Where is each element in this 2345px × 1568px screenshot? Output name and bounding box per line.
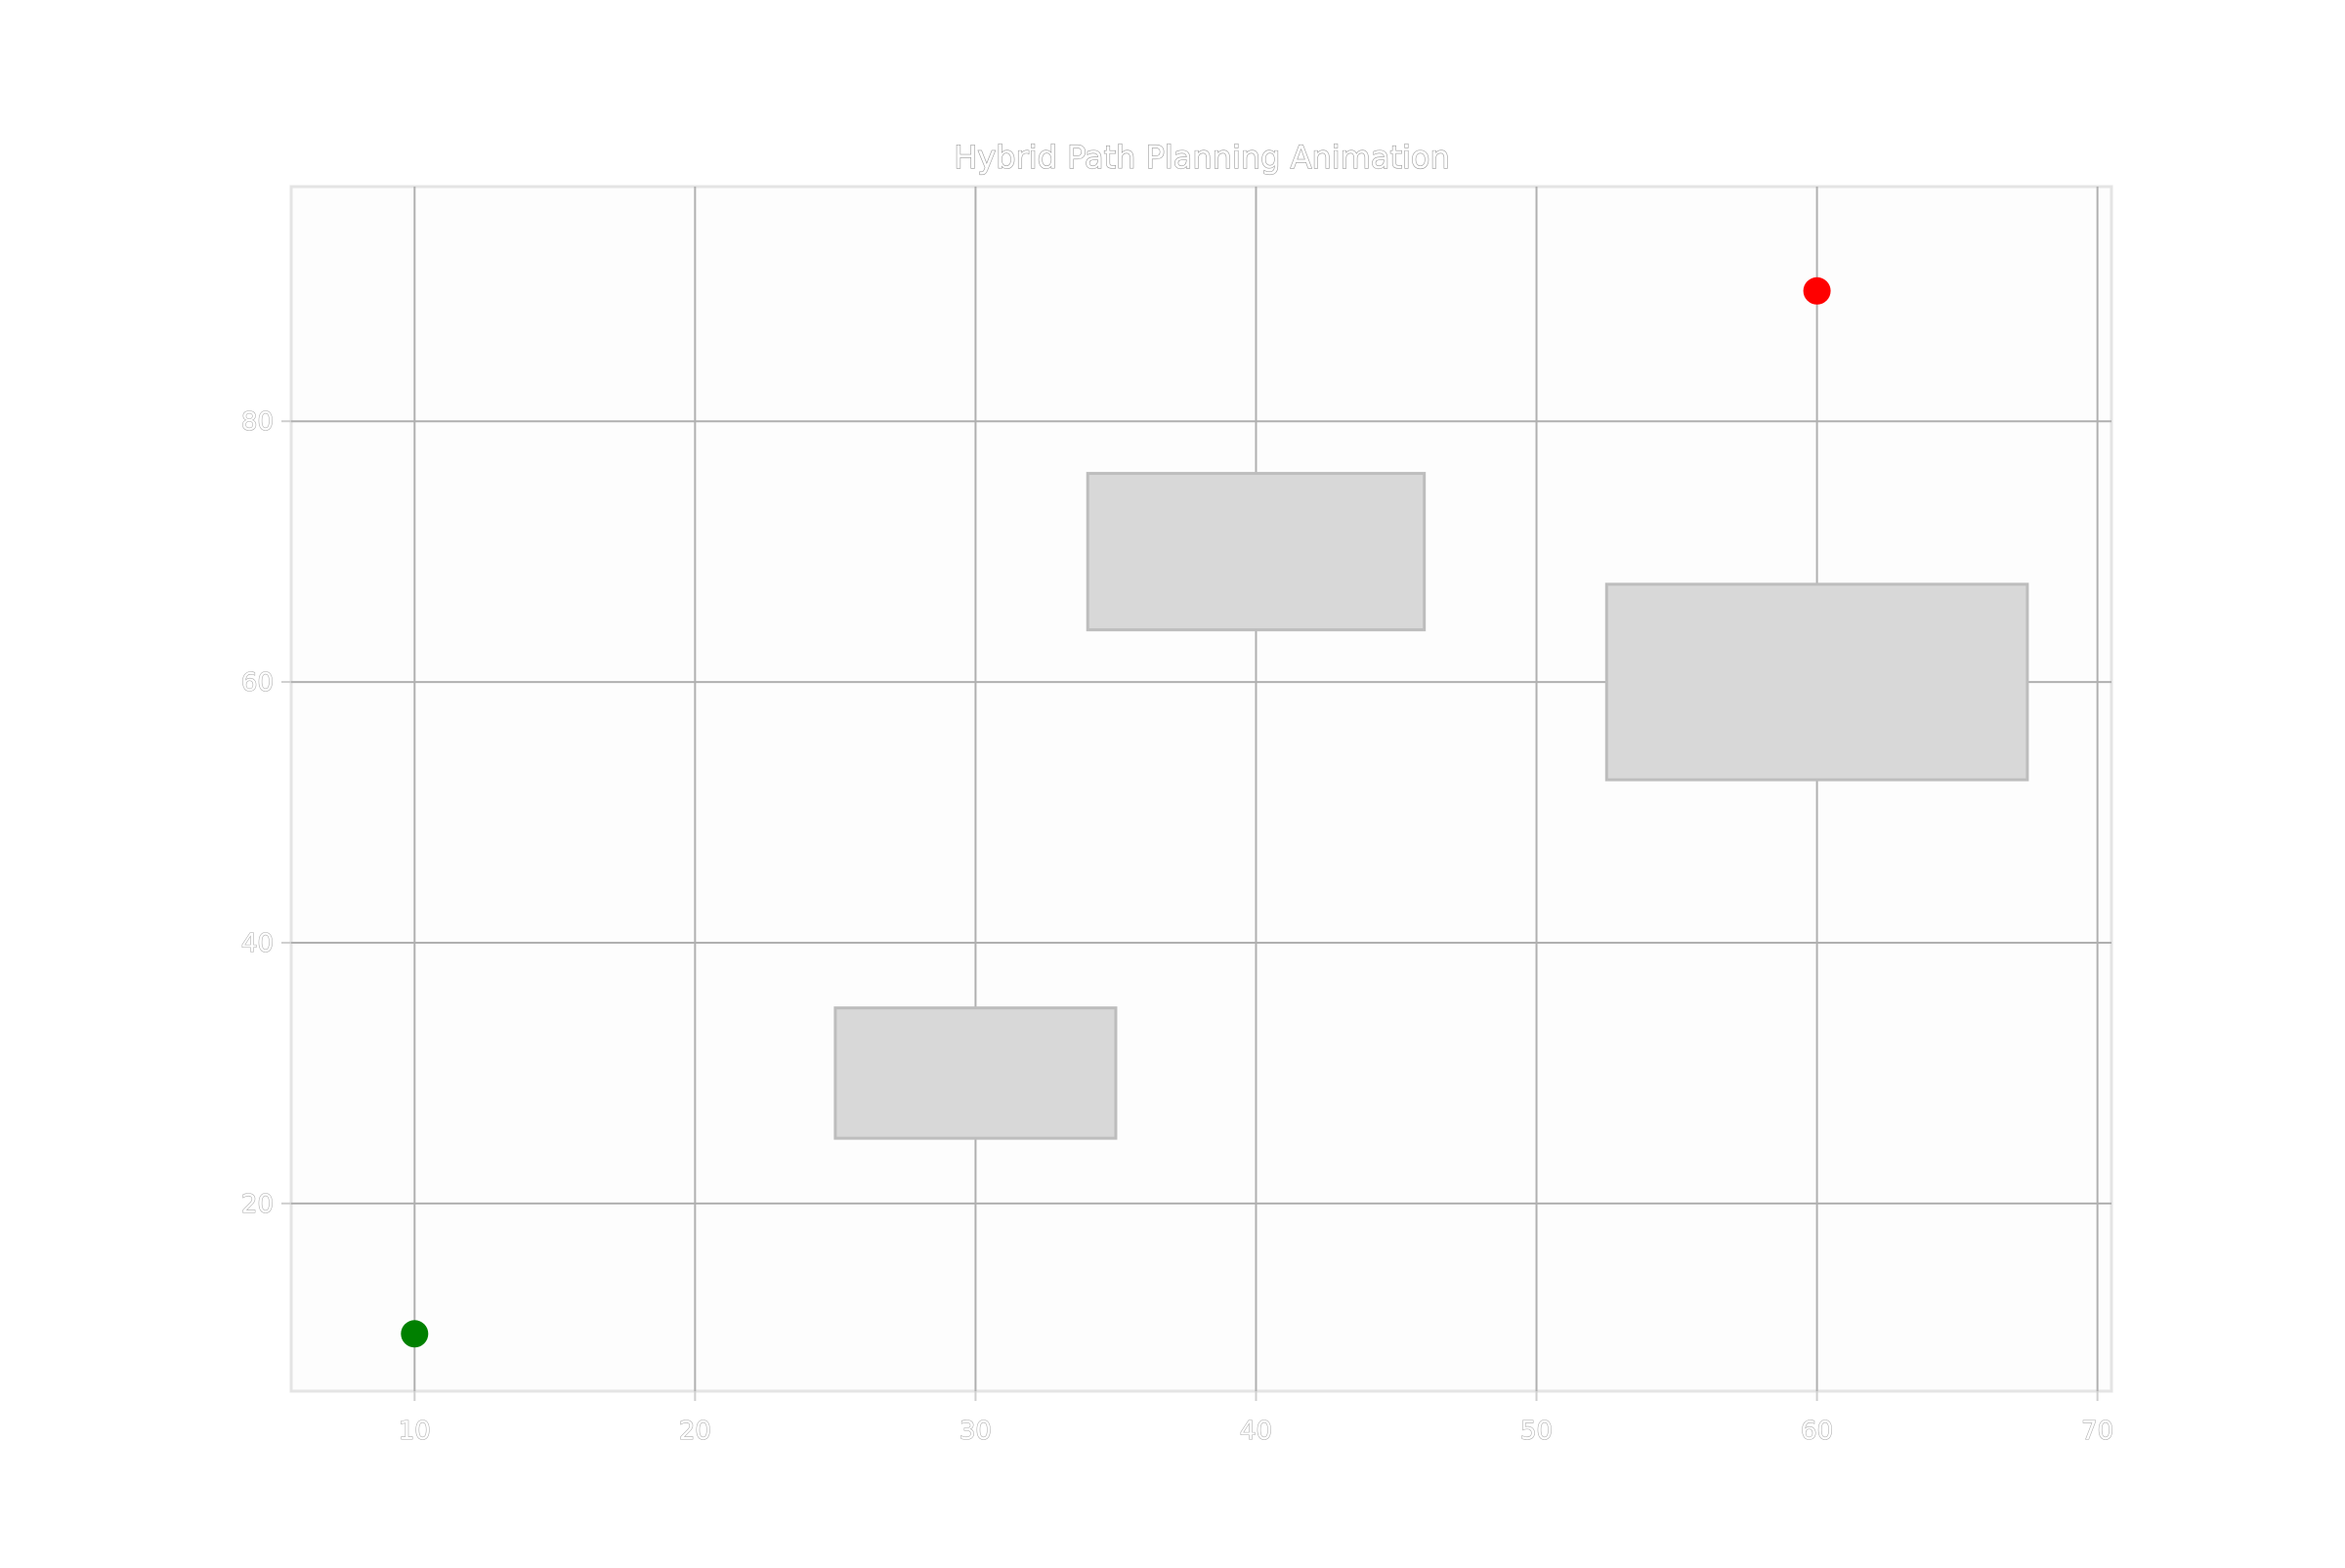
x-tick-label-30: 30 xyxy=(959,1417,992,1446)
data-point-2 xyxy=(1803,276,1831,305)
y-tick-label-80: 80 xyxy=(241,407,274,437)
tick-layer: 10 20 30 40 50 60 70 20 40 60 80 xyxy=(240,407,2113,1447)
obstacle-layer xyxy=(833,472,2029,1140)
obstacle-3 xyxy=(1604,582,2029,782)
y-tick-label-40: 40 xyxy=(241,929,274,958)
plot-area xyxy=(289,185,2113,1393)
x-tick-label-20: 20 xyxy=(679,1417,711,1446)
chart-title: Hybrid Path Planning Animation xyxy=(954,139,1449,176)
obstacle-2 xyxy=(1086,472,1427,632)
obstacle-1 xyxy=(833,1006,1118,1140)
x-tick-label-60: 60 xyxy=(1801,1417,1833,1446)
x-tick-label-40: 40 xyxy=(1240,1417,1272,1446)
point-layer xyxy=(401,276,1831,1348)
x-tick-label-70: 70 xyxy=(2081,1417,2113,1446)
data-point-1 xyxy=(401,1320,429,1348)
x-tick-label-50: 50 xyxy=(1520,1417,1553,1446)
y-tick-label-20: 20 xyxy=(241,1190,274,1219)
y-tick-label-60: 60 xyxy=(241,668,274,698)
x-tick-label-10: 10 xyxy=(399,1417,431,1446)
